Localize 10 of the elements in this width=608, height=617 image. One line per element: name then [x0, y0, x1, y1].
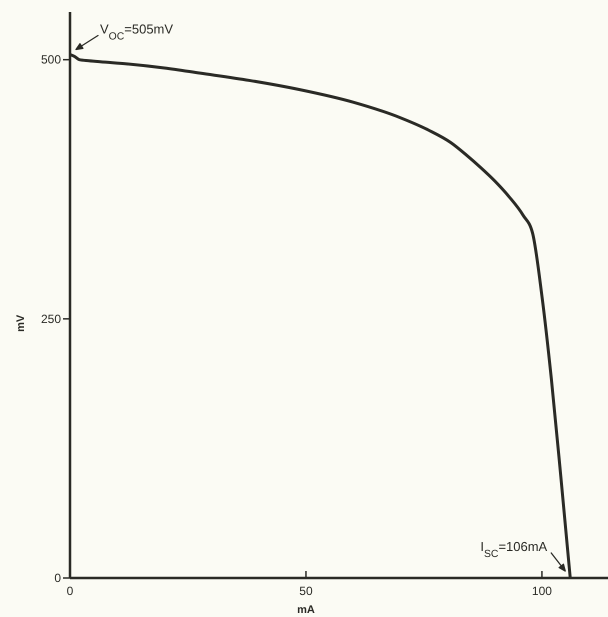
- y-tick-label: 500: [40, 52, 62, 67]
- x-tick-label: 50: [299, 584, 313, 598]
- y-tick-label: 0: [54, 571, 62, 585]
- annotation: V$_{OC}$=505mV: [100, 22, 174, 42]
- annotation: I$_{SC}$=106mA: [480, 539, 548, 560]
- y-tick-label: 250: [40, 312, 62, 326]
- x-tick-label: 0: [66, 584, 74, 598]
- x-axis-title: mA: [297, 604, 315, 616]
- x-tick-label: 100: [532, 584, 552, 598]
- y-axis-title: mV: [15, 314, 27, 332]
